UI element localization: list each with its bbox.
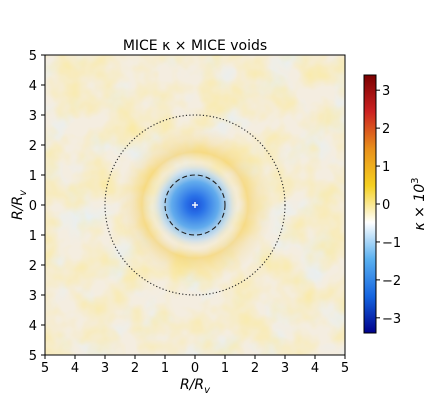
colorbar-tick-label: 1 bbox=[382, 160, 390, 175]
x-tick-label: 2 bbox=[251, 361, 259, 376]
y-tick-label: 2 bbox=[29, 259, 37, 274]
colorbar-label: κ × 103 bbox=[410, 177, 428, 230]
colorbar-gradient bbox=[363, 74, 377, 334]
x-axis-ticks: 5 4 3 2 1 0 1 2 3 4 5 bbox=[41, 355, 349, 376]
center-layer bbox=[192, 202, 198, 208]
x-tick-label: 2 bbox=[131, 361, 139, 376]
x-tick-label: 5 bbox=[41, 361, 49, 376]
y-tick-label: 4 bbox=[29, 79, 37, 94]
x-tick-label: 0 bbox=[191, 361, 199, 376]
colorbar-tick-label: 0 bbox=[382, 198, 390, 213]
colorbar: 3 2 1 0 −1 −2 −3 κ × 103 bbox=[363, 74, 428, 334]
y-axis-ticks: 5 4 3 2 1 0 1 2 3 4 5 bbox=[29, 49, 45, 364]
x-axis-label: R/Rv bbox=[180, 377, 211, 396]
colorbar-tick-label: −1 bbox=[382, 236, 401, 251]
y-tick-label: 1 bbox=[29, 229, 37, 244]
colorbar-ticks: 3 2 1 0 −1 −2 −3 bbox=[376, 84, 401, 327]
y-tick-label: 2 bbox=[29, 139, 37, 154]
y-tick-label: 4 bbox=[29, 319, 37, 334]
circle-r3 bbox=[104, 114, 286, 296]
colorbar-tick-label: −3 bbox=[382, 312, 401, 327]
y-tick-label: 5 bbox=[29, 49, 37, 64]
colorbar-tick-label: −2 bbox=[382, 274, 401, 289]
colorbar-tick-label: 3 bbox=[382, 84, 390, 99]
x-tick-label: 4 bbox=[71, 361, 79, 376]
y-tick-label: 3 bbox=[29, 289, 37, 304]
x-tick-label: 1 bbox=[161, 361, 169, 376]
x-tick-label: 3 bbox=[101, 361, 109, 376]
x-tick-label: 3 bbox=[281, 361, 289, 376]
x-tick-label: 1 bbox=[221, 361, 229, 376]
x-tick-label: 5 bbox=[341, 361, 349, 376]
y-axis-label: R/Rv bbox=[10, 189, 29, 220]
x-tick-label: 4 bbox=[311, 361, 319, 376]
circle-r1 bbox=[164, 174, 226, 236]
circles-layer bbox=[104, 114, 286, 296]
y-tick-label: 5 bbox=[29, 349, 37, 364]
chart-title: MICE κ × MICE voids bbox=[123, 38, 267, 54]
y-tick-label: 1 bbox=[29, 169, 37, 184]
colorbar-tick-label: 2 bbox=[382, 122, 390, 137]
y-tick-label: 0 bbox=[29, 199, 37, 214]
y-tick-label: 3 bbox=[29, 109, 37, 124]
